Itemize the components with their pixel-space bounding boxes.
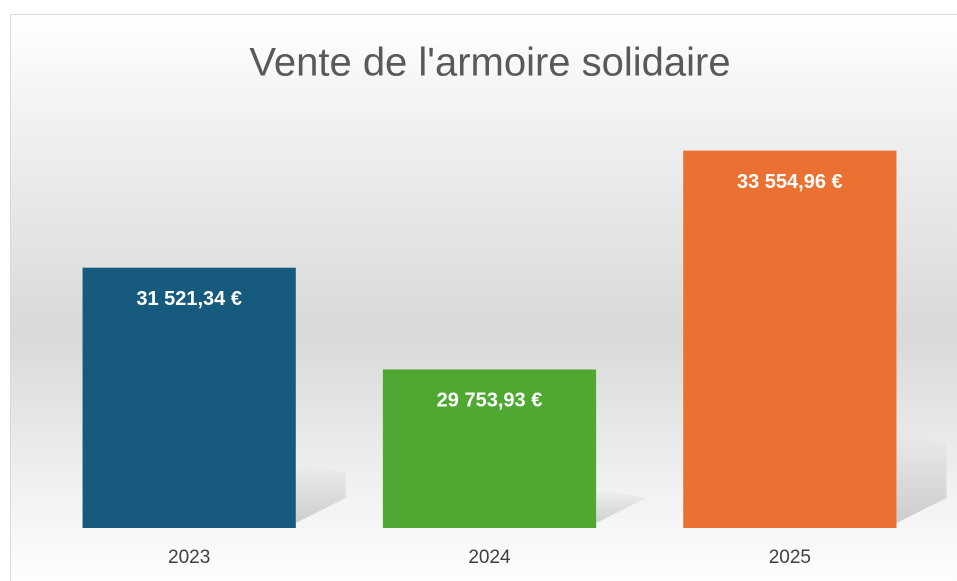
bar bbox=[683, 150, 897, 528]
data-label: 29 753,93 € bbox=[437, 390, 543, 412]
chart-title: Vente de l'armoire solidaire bbox=[249, 41, 730, 85]
x-tick-label: 2024 bbox=[468, 547, 511, 568]
bar-shadow bbox=[886, 433, 947, 528]
x-tick-label: 2023 bbox=[168, 547, 210, 568]
bar-shadow bbox=[586, 488, 647, 528]
bar bbox=[82, 267, 296, 528]
bar-shadow bbox=[285, 462, 346, 528]
data-label: 31 521,34 € bbox=[136, 288, 242, 310]
data-label: 33 554,96 € bbox=[737, 171, 843, 193]
bar bbox=[382, 369, 597, 528]
x-tick-label: 2025 bbox=[769, 547, 811, 568]
